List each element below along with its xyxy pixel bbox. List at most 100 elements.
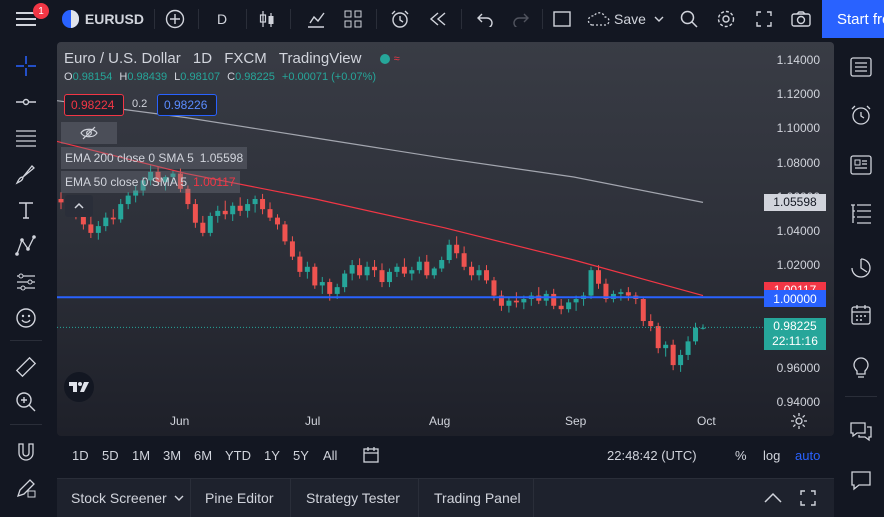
- maximize-panel-button[interactable]: [799, 489, 817, 507]
- hotlists-button[interactable]: [845, 251, 877, 285]
- divider: [198, 9, 199, 29]
- range-button[interactable]: 1Y: [264, 447, 280, 463]
- collapse-legend-button[interactable]: [65, 195, 93, 217]
- chats-button[interactable]: [845, 414, 877, 448]
- indicators-button[interactable]: [303, 0, 329, 38]
- hide-indicators-button[interactable]: [61, 122, 117, 144]
- candle-body: [424, 261, 430, 276]
- snapshot-button[interactable]: [788, 0, 814, 38]
- start-trial-button[interactable]: Start free trial: [822, 0, 884, 38]
- search-icon: [680, 10, 698, 28]
- emoji-tool[interactable]: [10, 302, 42, 334]
- crosshair-tool[interactable]: [10, 50, 42, 82]
- text-tool[interactable]: [10, 194, 42, 226]
- candle-body: [700, 327, 706, 329]
- range-button[interactable]: YTD: [225, 447, 251, 463]
- candles-icon: [259, 11, 274, 27]
- divider: [290, 9, 291, 29]
- candle-body: [177, 173, 183, 189]
- range-button[interactable]: 3M: [163, 447, 182, 463]
- candle-body: [693, 327, 699, 342]
- candle-body: [304, 266, 310, 272]
- chart-pane[interactable]: Euro / U.S. Dollar 1D FXCM TradingView ≈…: [57, 42, 834, 436]
- notification-badge: 1: [33, 3, 49, 19]
- crosshair-icon: [16, 56, 36, 76]
- go-to-date-button[interactable]: [362, 446, 382, 464]
- range-button[interactable]: All: [323, 447, 338, 463]
- line-tool[interactable]: [10, 86, 42, 118]
- pencil-lock-icon: [16, 479, 36, 498]
- data-window-button[interactable]: [845, 148, 877, 182]
- add-symbol-button[interactable]: [162, 0, 188, 38]
- candle-body: [95, 226, 101, 233]
- interval-button[interactable]: D: [216, 11, 228, 27]
- symbol-search[interactable]: EURUSD: [62, 0, 144, 38]
- range-button[interactable]: 5D: [102, 447, 119, 463]
- candle-body: [603, 283, 609, 299]
- search-button[interactable]: [676, 0, 702, 38]
- fullscreen-select-button[interactable]: [549, 0, 575, 38]
- buy-button[interactable]: 0.98226: [157, 94, 217, 116]
- range-button[interactable]: 5Y: [293, 447, 309, 463]
- undo-button[interactable]: [472, 0, 498, 38]
- prediction-tool[interactable]: [10, 266, 42, 298]
- range-button[interactable]: 1D: [72, 447, 89, 463]
- rewind-icon: [429, 12, 446, 26]
- pattern-tool[interactable]: [10, 230, 42, 262]
- tradingview-logo[interactable]: [64, 372, 94, 402]
- replay-button[interactable]: [425, 0, 451, 38]
- watchlist-button[interactable]: [845, 50, 877, 84]
- ruler-tool[interactable]: [10, 351, 42, 383]
- brush-tool[interactable]: [10, 158, 42, 190]
- layouts-button[interactable]: [340, 0, 366, 38]
- ema200-legend[interactable]: EMA 200 close 0 SMA 5 1.05598: [61, 147, 248, 169]
- divider: [190, 479, 191, 517]
- auto-toggle[interactable]: auto: [795, 447, 821, 463]
- fib-tool[interactable]: [10, 122, 42, 154]
- candle-body: [148, 171, 154, 181]
- bar-countdown: 22:11:16: [772, 334, 818, 349]
- high-key: H: [119, 71, 128, 83]
- chart-legend-title[interactable]: Euro / U.S. Dollar 1D FXCM TradingView ≈: [64, 50, 406, 67]
- menu-button[interactable]: [12, 0, 40, 38]
- candle-body: [573, 298, 579, 303]
- collapse-panel-button[interactable]: [763, 491, 783, 505]
- settings-button[interactable]: [713, 0, 739, 38]
- ohlc-values: O0.98154 H0.98439 L0.98107 C0.98225 +0.0…: [64, 71, 376, 83]
- zoom-tool[interactable]: [10, 386, 42, 418]
- candle-body: [103, 217, 109, 227]
- range-button[interactable]: 1M: [132, 447, 151, 463]
- lock-drawings-tool[interactable]: [10, 472, 42, 504]
- smiley-icon: [16, 308, 36, 328]
- save-button[interactable]: Save: [585, 0, 667, 38]
- chart-settings-button[interactable]: [790, 412, 808, 430]
- fullscreen-button[interactable]: [751, 0, 777, 38]
- messages-button[interactable]: [845, 463, 877, 497]
- percent-toggle[interactable]: %: [735, 447, 747, 463]
- candle-body: [618, 292, 624, 294]
- alert-button[interactable]: [387, 0, 413, 38]
- time-axis-label: Oct: [697, 414, 716, 428]
- tab-strategy-tester[interactable]: Strategy Tester: [306, 490, 400, 506]
- news-icon: [850, 155, 872, 175]
- alerts-button[interactable]: [845, 98, 877, 132]
- chart-type-button[interactable]: [254, 0, 280, 38]
- magnet-tool[interactable]: [10, 436, 42, 468]
- clock-utc[interactable]: 22:48:42 (UTC): [607, 447, 697, 463]
- candle-body: [282, 224, 288, 242]
- object-tree-button[interactable]: [845, 196, 877, 230]
- redo-icon: [513, 13, 529, 27]
- log-toggle[interactable]: log: [763, 447, 781, 463]
- range-button[interactable]: 6M: [194, 447, 213, 463]
- calendar-button[interactable]: [845, 298, 877, 332]
- tab-pine-editor[interactable]: Pine Editor: [205, 490, 274, 506]
- redo-button[interactable]: [508, 0, 534, 38]
- ema50-legend[interactable]: EMA 50 close 0 SMA 5 1.00117: [61, 171, 240, 193]
- candle-body: [319, 282, 325, 286]
- tab-stock-screener[interactable]: Stock Screener: [71, 479, 185, 517]
- tab-trading-panel[interactable]: Trading Panel: [434, 490, 521, 506]
- sell-button[interactable]: 0.98224: [64, 94, 124, 116]
- ideas-button[interactable]: [845, 350, 877, 384]
- low-key: L: [174, 71, 181, 83]
- candle-body: [416, 261, 422, 271]
